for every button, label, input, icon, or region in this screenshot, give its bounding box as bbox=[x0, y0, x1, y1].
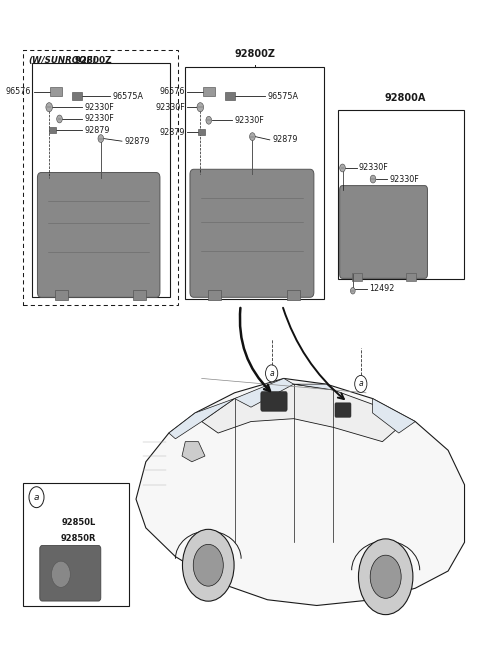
Text: 92330F: 92330F bbox=[359, 163, 389, 173]
Bar bbox=[406, 273, 416, 281]
FancyBboxPatch shape bbox=[340, 186, 428, 278]
FancyBboxPatch shape bbox=[37, 173, 160, 297]
Text: a: a bbox=[359, 379, 363, 388]
Polygon shape bbox=[136, 379, 465, 605]
Polygon shape bbox=[182, 441, 205, 462]
Circle shape bbox=[57, 115, 62, 123]
Circle shape bbox=[206, 116, 212, 124]
Text: 92330F: 92330F bbox=[235, 115, 264, 125]
Text: 92800Z: 92800Z bbox=[234, 49, 275, 59]
Bar bbox=[72, 92, 83, 100]
Text: 92330F: 92330F bbox=[389, 174, 419, 184]
Circle shape bbox=[265, 365, 278, 382]
Text: 96576: 96576 bbox=[159, 87, 185, 96]
Circle shape bbox=[340, 164, 345, 172]
Text: 92879: 92879 bbox=[124, 136, 150, 146]
Bar bbox=[185, 67, 324, 298]
Circle shape bbox=[98, 134, 104, 142]
Text: 92879: 92879 bbox=[272, 135, 298, 144]
Circle shape bbox=[197, 102, 204, 112]
Text: 96576: 96576 bbox=[6, 87, 31, 96]
Text: a: a bbox=[34, 493, 39, 502]
Text: 96575A: 96575A bbox=[267, 92, 299, 100]
Circle shape bbox=[193, 544, 223, 586]
Text: (W/SUNROOF): (W/SUNROOF) bbox=[28, 56, 96, 64]
Text: 92850L: 92850L bbox=[61, 518, 96, 527]
Circle shape bbox=[250, 133, 255, 140]
Text: 92800Z: 92800Z bbox=[74, 56, 112, 64]
FancyBboxPatch shape bbox=[40, 546, 101, 601]
Circle shape bbox=[370, 555, 401, 598]
Bar bbox=[24, 51, 178, 305]
Polygon shape bbox=[294, 384, 333, 390]
Bar bbox=[24, 483, 129, 605]
Bar bbox=[55, 290, 69, 300]
Bar bbox=[50, 87, 62, 96]
Text: 92330F: 92330F bbox=[84, 103, 114, 112]
Text: 92879: 92879 bbox=[159, 127, 185, 136]
Bar bbox=[338, 110, 464, 279]
Circle shape bbox=[355, 375, 367, 392]
Bar bbox=[225, 92, 235, 100]
Circle shape bbox=[350, 287, 355, 294]
Circle shape bbox=[182, 529, 234, 601]
Text: 92800A: 92800A bbox=[384, 92, 426, 102]
Polygon shape bbox=[169, 399, 235, 439]
Polygon shape bbox=[235, 379, 294, 407]
Text: 12492: 12492 bbox=[369, 284, 395, 293]
FancyBboxPatch shape bbox=[335, 403, 351, 417]
Text: 92330F: 92330F bbox=[155, 103, 185, 112]
Text: 96575A: 96575A bbox=[112, 92, 144, 100]
Bar bbox=[352, 273, 362, 281]
Circle shape bbox=[370, 175, 376, 183]
Bar bbox=[203, 87, 215, 96]
Circle shape bbox=[29, 487, 44, 508]
Bar bbox=[132, 290, 146, 300]
Polygon shape bbox=[202, 384, 399, 441]
Polygon shape bbox=[372, 399, 415, 433]
Bar bbox=[48, 127, 56, 133]
Circle shape bbox=[51, 561, 70, 587]
Text: 92879: 92879 bbox=[84, 125, 110, 134]
Circle shape bbox=[359, 539, 413, 615]
FancyBboxPatch shape bbox=[190, 169, 314, 297]
FancyBboxPatch shape bbox=[261, 392, 287, 411]
Text: 92850R: 92850R bbox=[60, 533, 96, 543]
Bar bbox=[208, 290, 221, 300]
Text: 92330F: 92330F bbox=[84, 114, 114, 123]
Bar bbox=[287, 290, 300, 300]
Bar bbox=[32, 63, 170, 297]
Text: a: a bbox=[269, 369, 274, 378]
Bar bbox=[198, 129, 205, 135]
Circle shape bbox=[46, 102, 52, 112]
